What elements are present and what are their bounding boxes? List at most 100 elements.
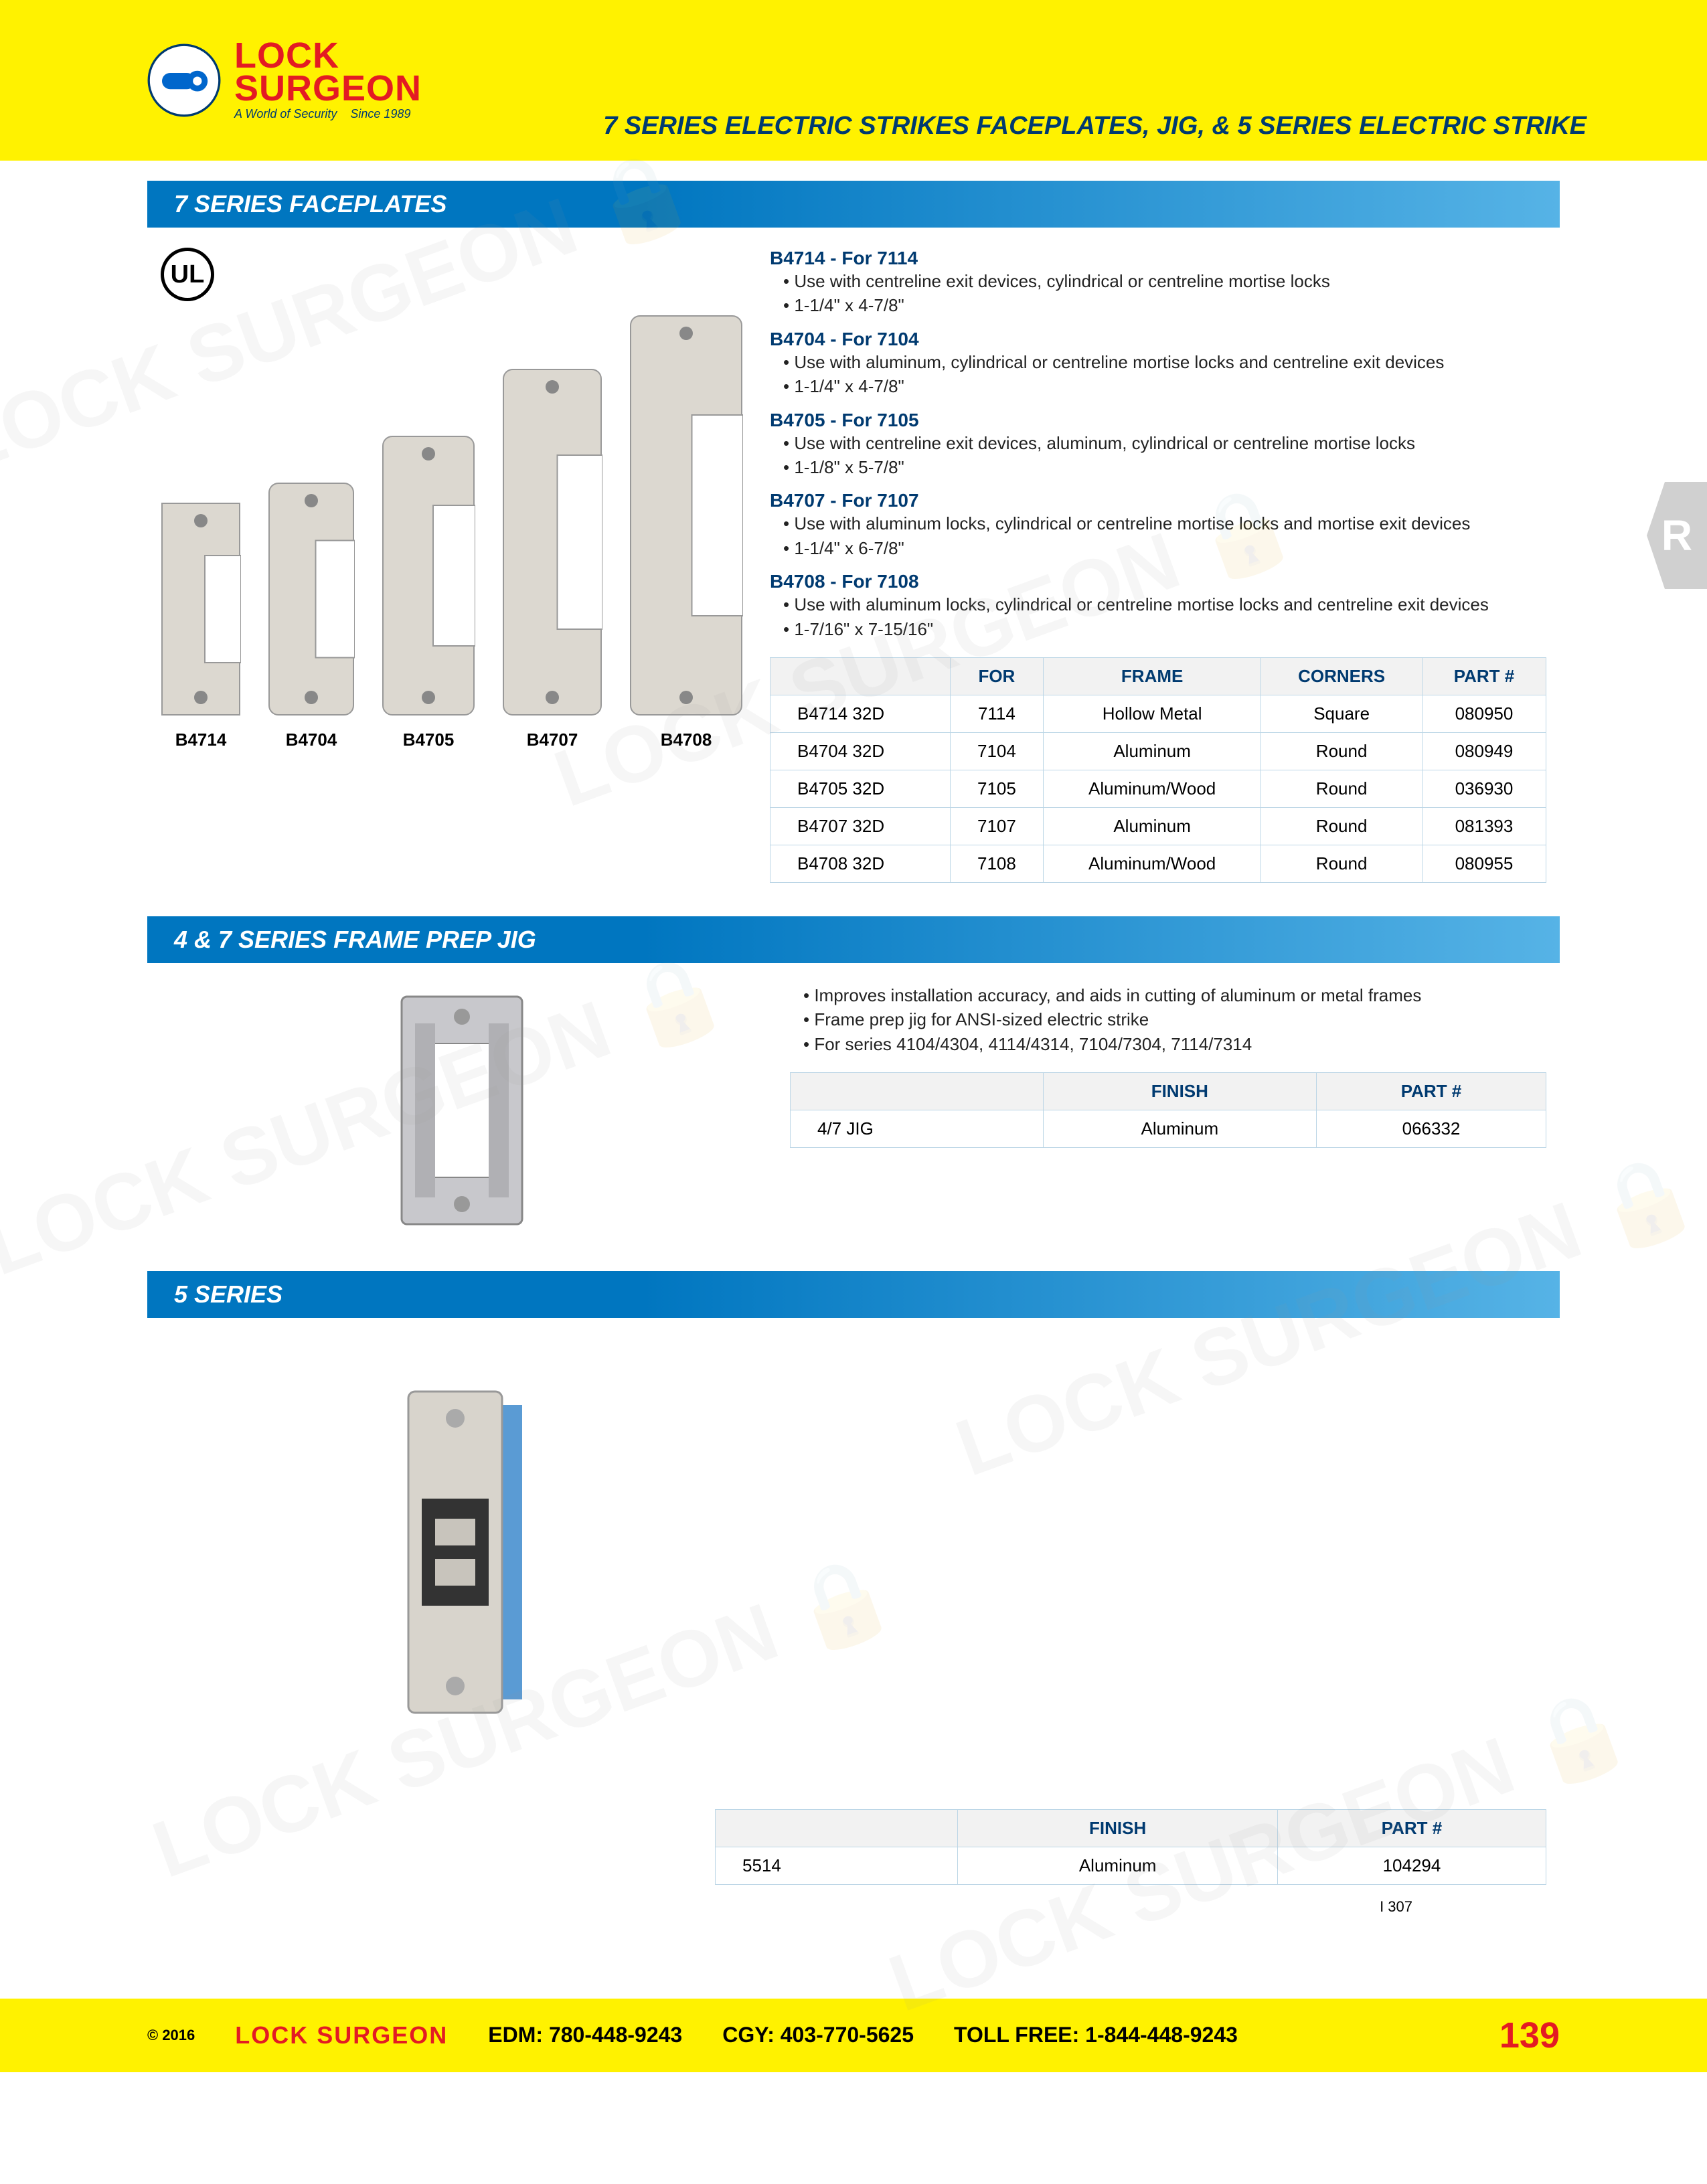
table-cell: 080949 [1422, 732, 1546, 770]
table-cell: B4705 32D [770, 770, 951, 807]
table-cell: 7108 [950, 845, 1043, 882]
brand-bottom: SURGEON [234, 72, 422, 105]
spec-bullet: Use with centreline exit devices, cylind… [770, 269, 1546, 293]
table-cell: 104294 [1277, 1847, 1546, 1884]
logo-badge-icon [147, 44, 221, 117]
section-7-faceplates-header: 7 SERIES FACEPLATES [147, 181, 1560, 228]
table-header: PART # [1422, 657, 1546, 695]
table-cell: 7114 [950, 695, 1043, 732]
table-cell: 066332 [1317, 1110, 1546, 1148]
footer-page-number: 139 [1499, 2015, 1560, 2056]
footer-brand: LOCK SURGEON [235, 2021, 448, 2049]
table-cell: Aluminum [1043, 807, 1261, 845]
faceplate-label: B4705 [403, 730, 455, 750]
faceplate-label: B4707 [527, 730, 578, 750]
table-cell: Round [1261, 732, 1422, 770]
faceplate-icon [382, 435, 475, 716]
faceplate-label: B4704 [286, 730, 337, 750]
faceplate-icon [629, 315, 743, 716]
brand-tagline: A World of Security Since 1989 [234, 107, 422, 121]
footer-toll: TOLL FREE: 1-844-448-9243 [954, 2023, 1238, 2047]
table-cell: 5514 [716, 1847, 958, 1884]
table-cell: B4708 32D [770, 845, 951, 882]
ul-badge-icon: UL [161, 248, 214, 301]
table-cell: Aluminum/Wood [1043, 845, 1261, 882]
strike-image-icon [388, 1378, 536, 1726]
table-cell: Round [1261, 770, 1422, 807]
table-header: PART # [1317, 1073, 1546, 1110]
table-header: CORNERS [1261, 657, 1422, 695]
section-jig-header: 4 & 7 SERIES FRAME PREP JIG [147, 916, 1560, 963]
table-row: B4707 32D7107AluminumRound081393 [770, 807, 1546, 845]
spec-bullet: 1-7/16" x 7-15/16" [770, 617, 1546, 641]
table-row: 4/7 JIGAluminum066332 [791, 1110, 1546, 1148]
5series-table: FINISHPART #5514Aluminum104294 [715, 1809, 1546, 1885]
footer-edm: EDM: 780-448-9243 [488, 2023, 682, 2047]
section-7-faceplates-body: UL B4714 B4704 B4705 B4 [147, 228, 1560, 896]
jig-bullet: Improves installation accuracy, and aids… [790, 983, 1546, 1007]
jig-table: FINISHPART #4/7 JIGAluminum066332 [790, 1072, 1546, 1148]
table-row: B4708 32D7108Aluminum/WoodRound080955 [770, 845, 1546, 882]
logo-area: LOCK SURGEON A World of Security Since 1… [147, 39, 422, 121]
section-5series-header: 5 SERIES [147, 1271, 1560, 1318]
table-header: FINISH [958, 1809, 1278, 1847]
table-cell: B4704 32D [770, 732, 951, 770]
spec-title: B4708 - For 7108 [770, 571, 1546, 592]
faceplate-icon [502, 368, 602, 716]
table-cell: 036930 [1422, 770, 1546, 807]
footer-cgy: CGY: 403-770-5625 [722, 2023, 914, 2047]
spec-title: B4705 - For 7105 [770, 410, 1546, 431]
faceplate-item: B4708 [629, 315, 743, 750]
faceplate-item: B4707 [502, 368, 602, 750]
jig-image-icon [375, 983, 549, 1238]
table-cell: Aluminum/Wood [1043, 770, 1261, 807]
faceplate-label: B4714 [175, 730, 227, 750]
table-cell: Aluminum [1043, 732, 1261, 770]
faceplate-images-row: B4714 B4704 B4705 B4707 B4708 [161, 315, 743, 750]
table-header [716, 1809, 958, 1847]
spec-title: B4714 - For 7114 [770, 248, 1546, 269]
table-cell: Aluminum [1043, 1110, 1316, 1148]
faceplate-icon [268, 482, 355, 716]
faceplate-item: B4714 [161, 502, 241, 750]
footer-copyright: © 2016 [147, 2027, 195, 2044]
table-cell: 081393 [1422, 807, 1546, 845]
faceplate-item: B4705 [382, 435, 475, 750]
table-cell: B4707 32D [770, 807, 951, 845]
spec-bullet: Use with aluminum locks, cylindrical or … [770, 511, 1546, 535]
section-jig-body: Improves installation accuracy, and aids… [147, 963, 1560, 1251]
spec-block: B4714 - For 7114Use with centreline exit… [770, 248, 1546, 318]
table-row: B4714 32D7114Hollow MetalSquare080950 [770, 695, 1546, 732]
spec-block: B4708 - For 7108Use with aluminum locks,… [770, 571, 1546, 641]
table-cell: Round [1261, 845, 1422, 882]
table-row: 5514Aluminum104294 [716, 1847, 1546, 1884]
table-cell: 7105 [950, 770, 1043, 807]
footer-bar: © 2016 LOCK SURGEON EDM: 780-448-9243 CG… [0, 1999, 1707, 2072]
spec-title: B4704 - For 7104 [770, 329, 1546, 350]
spec-bullet: 1-1/4" x 4-7/8" [770, 293, 1546, 317]
jig-bullet: For series 4104/4304, 4114/4314, 7104/73… [790, 1032, 1546, 1056]
spec-block: B4704 - For 7104Use with aluminum, cylin… [770, 329, 1546, 399]
header-bar: LOCK SURGEON A World of Security Since 1… [0, 0, 1707, 161]
table-header [791, 1073, 1044, 1110]
table-row: B4704 32D7104AluminumRound080949 [770, 732, 1546, 770]
table-cell: 7104 [950, 732, 1043, 770]
faceplate-label: B4708 [661, 730, 712, 750]
table-cell: 080950 [1422, 695, 1546, 732]
table-row: B4705 32D7105Aluminum/WoodRound036930 [770, 770, 1546, 807]
faceplate-icon [161, 502, 241, 716]
spec-bullet: Use with aluminum locks, cylindrical or … [770, 592, 1546, 616]
spec-bullet: 1-1/4" x 6-7/8" [770, 536, 1546, 560]
jig-bullet: Frame prep jig for ANSI-sized electric s… [790, 1007, 1546, 1031]
table-cell: 4/7 JIG [791, 1110, 1044, 1148]
spec-bullet: 1-1/8" x 5-7/8" [770, 455, 1546, 479]
section-5series-body: FINISHPART #5514Aluminum104294 [147, 1318, 1560, 1898]
small-code: I 307 [1380, 1898, 1412, 1916]
table-cell: Hollow Metal [1043, 695, 1261, 732]
faceplate-item: B4704 [268, 482, 355, 750]
table-cell: Aluminum [958, 1847, 1278, 1884]
spec-block: B4705 - For 7105Use with centreline exit… [770, 410, 1546, 480]
table-header: PART # [1277, 1809, 1546, 1847]
spec-bullet: 1-1/4" x 4-7/8" [770, 374, 1546, 398]
table-cell: Square [1261, 695, 1422, 732]
